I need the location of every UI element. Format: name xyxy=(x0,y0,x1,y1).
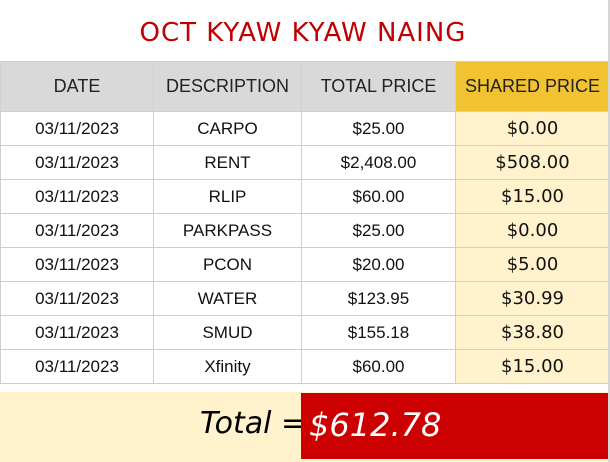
date-cell[interactable]: 03/11/2023 xyxy=(0,315,154,350)
shared-price-cell[interactable]: $15.00 xyxy=(455,349,610,384)
table-row: 03/11/2023 WATER $123.95 $30.99 xyxy=(0,281,610,316)
total-label: Total = xyxy=(200,406,307,441)
description-cell[interactable]: SMUD xyxy=(153,315,302,350)
date-cell[interactable]: 03/11/2023 xyxy=(0,349,154,384)
total-price-cell[interactable]: $60.00 xyxy=(301,349,456,384)
header-row: DATE DESCRIPTION TOTAL PRICE SHARED PRIC… xyxy=(0,61,610,112)
date-header[interactable]: DATE xyxy=(0,61,154,112)
shared-price-cell[interactable]: $508.00 xyxy=(455,145,610,180)
table-row: 03/11/2023 RLIP $60.00 $15.00 xyxy=(0,179,610,214)
table-row: 03/11/2023 CARPO $25.00 $0.00 xyxy=(0,111,610,146)
date-cell[interactable]: 03/11/2023 xyxy=(0,247,154,282)
sheet-title: OCT KYAW KYAW NAING xyxy=(139,17,467,48)
table-row: 03/11/2023 RENT $2,408.00 $508.00 xyxy=(0,145,610,180)
description-cell[interactable]: PCON xyxy=(153,247,302,282)
description-header[interactable]: DESCRIPTION xyxy=(153,61,302,112)
total-price-header[interactable]: TOTAL PRICE xyxy=(301,61,456,112)
total-price-cell[interactable]: $20.00 xyxy=(301,247,456,282)
description-cell[interactable]: PARKPASS xyxy=(153,213,302,248)
total-value-cell[interactable]: $612.78 xyxy=(301,393,608,459)
description-cell[interactable]: CARPO xyxy=(153,111,302,146)
date-cell[interactable]: 03/11/2023 xyxy=(0,213,154,248)
date-cell[interactable]: 03/11/2023 xyxy=(0,145,154,180)
table-row: 03/11/2023 Xfinity $60.00 $15.00 xyxy=(0,349,610,384)
description-cell[interactable]: WATER xyxy=(153,281,302,316)
total-value: $612.78 xyxy=(309,406,442,444)
total-price-cell[interactable]: $155.18 xyxy=(301,315,456,350)
shared-price-cell[interactable]: $38.80 xyxy=(455,315,610,350)
table-row: 03/11/2023 PCON $20.00 $5.00 xyxy=(0,247,610,282)
date-cell[interactable]: 03/11/2023 xyxy=(0,111,154,146)
expense-table: DATE DESCRIPTION TOTAL PRICE SHARED PRIC… xyxy=(0,61,610,384)
total-price-cell[interactable]: $25.00 xyxy=(301,213,456,248)
shared-price-cell[interactable]: $0.00 xyxy=(455,213,610,248)
total-price-cell[interactable]: $60.00 xyxy=(301,179,456,214)
shared-price-cell[interactable]: $5.00 xyxy=(455,247,610,282)
total-price-cell[interactable]: $25.00 xyxy=(301,111,456,146)
description-cell[interactable]: RLIP xyxy=(153,179,302,214)
description-cell[interactable]: RENT xyxy=(153,145,302,180)
date-cell[interactable]: 03/11/2023 xyxy=(0,179,154,214)
shared-price-header[interactable]: SHARED PRICE xyxy=(455,61,610,112)
total-price-cell[interactable]: $2,408.00 xyxy=(301,145,456,180)
description-cell[interactable]: Xfinity xyxy=(153,349,302,384)
column-divider xyxy=(608,0,610,462)
table-row: 03/11/2023 PARKPASS $25.00 $0.00 xyxy=(0,213,610,248)
shared-price-cell[interactable]: $15.00 xyxy=(455,179,610,214)
date-cell[interactable]: 03/11/2023 xyxy=(0,281,154,316)
shared-price-cell[interactable]: $30.99 xyxy=(455,281,610,316)
title-cell[interactable]: OCT KYAW KYAW NAING xyxy=(0,0,610,62)
table-row: 03/11/2023 SMUD $155.18 $38.80 xyxy=(0,315,610,350)
total-price-cell[interactable]: $123.95 xyxy=(301,281,456,316)
shared-price-cell[interactable]: $0.00 xyxy=(455,111,610,146)
